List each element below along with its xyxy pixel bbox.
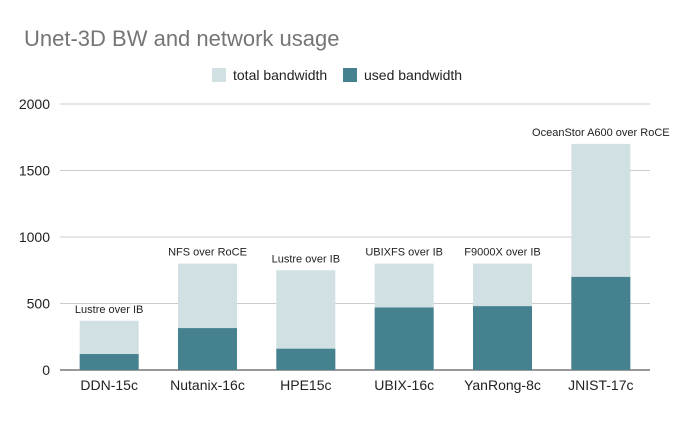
bar-annotation: UBIXFS over IB	[365, 247, 443, 259]
legend-swatch-total	[212, 68, 226, 82]
chart-title: Unet-3D BW and network usage	[24, 26, 340, 51]
legend-label-used: used bandwidth	[364, 67, 462, 83]
x-tick-label: YanRong-8c	[464, 377, 541, 393]
labels: 0 500 1000 1500 2000 DDN-15c Lustre over IB Nut…	[19, 96, 670, 393]
y-tick-label: 0	[42, 362, 50, 378]
legend: total bandwidth used bandwidth	[212, 67, 462, 83]
bar-used-bandwidth	[79, 354, 139, 370]
bar-annotation: OceanStor A600 over RoCE	[532, 127, 670, 139]
y-tick-label: 1000	[19, 229, 50, 245]
x-tick-label: DDN-15c	[80, 377, 138, 393]
bar-used-bandwidth	[178, 328, 237, 370]
legend-swatch-used	[343, 68, 357, 82]
bar-annotation: F9000X over IB	[464, 247, 540, 259]
bar-used-bandwidth	[276, 348, 336, 370]
bars	[79, 143, 631, 370]
bar-annotation: NFS over RoCE	[168, 247, 247, 259]
bar-used-bandwidth	[374, 307, 434, 370]
x-tick-label: HPE15c	[280, 377, 331, 393]
y-tick-label: 500	[27, 296, 51, 312]
legend-label-total: total bandwidth	[233, 67, 327, 83]
bar-used-bandwidth	[571, 276, 631, 370]
y-tick-label: 1500	[19, 163, 50, 179]
y-tick-label: 2000	[19, 96, 50, 112]
gridlines	[60, 103, 650, 371]
x-tick-label: Nutanix-16c	[170, 377, 245, 393]
x-tick-label: JNIST-17c	[568, 377, 633, 393]
bar-annotation: Lustre over IB	[272, 253, 340, 265]
bar-annotation: Lustre over IB	[75, 304, 143, 316]
x-tick-label: UBIX-16c	[374, 377, 434, 393]
bar-used-bandwidth	[473, 306, 532, 370]
